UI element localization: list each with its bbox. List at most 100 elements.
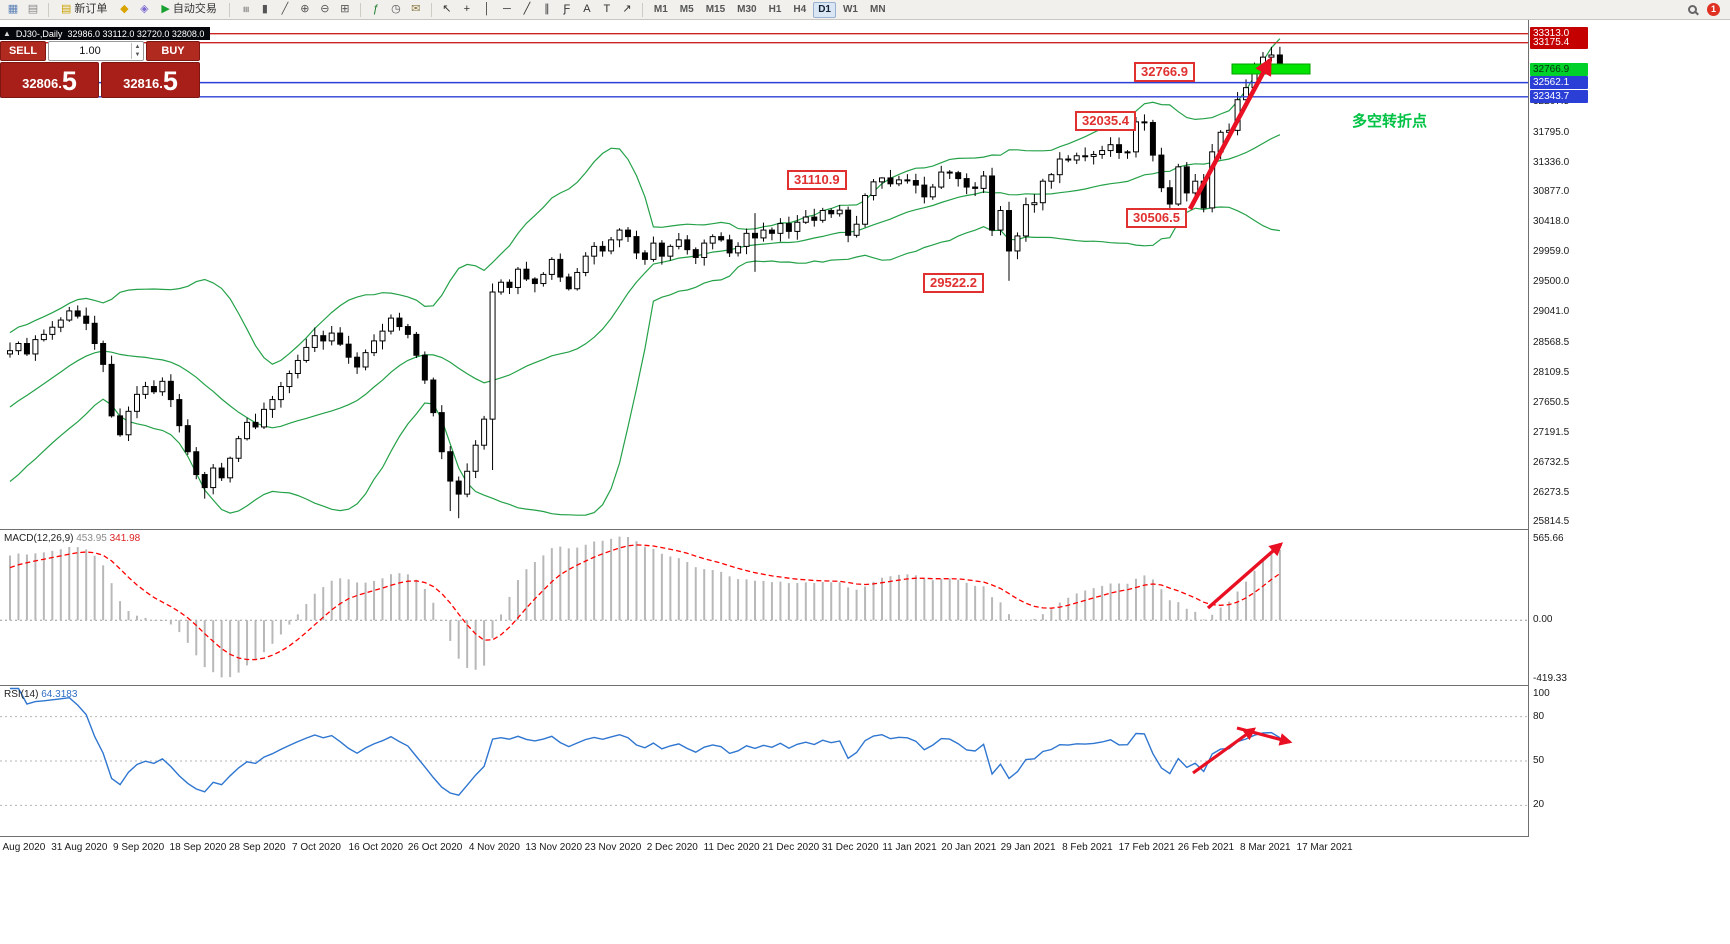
macd-indicator-label: MACD(12,26,9) 453.95 341.98 [4,533,140,544]
candle [413,333,420,356]
price-axis-label: 28109.5 [1533,366,1570,378]
candle [836,209,843,215]
price-axis-label: 29041.0 [1533,306,1570,318]
timeframe-m1-button[interactable]: M1 [653,4,668,15]
arrows-tool-icon[interactable]: ↗ [622,3,632,15]
channel-icon[interactable]: ∥ [544,3,550,15]
search-icon[interactable] [1688,5,1697,14]
candle [895,179,902,185]
candle [692,249,699,258]
price-axis-label: 25814.5 [1533,516,1570,528]
candle [625,229,632,238]
candle [481,418,488,446]
indicators-icon[interactable]: ƒ [372,3,379,15]
buy-price-button[interactable]: 32816. 5 [101,62,200,98]
support-zone [1231,63,1311,75]
macd-panel [0,536,1528,678]
zoom-out-icon[interactable]: ⊖ [320,3,330,15]
timeframe-w1-button[interactable]: W1 [842,4,858,15]
scripts-icon[interactable]: ◈ [140,3,149,15]
candle [955,172,962,180]
fibonacci-icon[interactable]: Ƒ [563,3,571,15]
timeframe-mn-button[interactable]: MN [869,4,886,15]
periods-icon[interactable]: ◷ [391,3,401,15]
volume-field[interactable]: 1.00 ▲ ▼ [48,41,144,61]
macd-value: 453.95 [76,533,107,544]
candle [472,444,479,472]
chart-ohlc-values: 32986.0 33112.0 32720.0 32808.0 [67,28,205,39]
collapse-panel-icon[interactable]: ▲ [3,29,11,38]
candle [565,276,572,290]
volume-value[interactable]: 1.00 [79,45,101,57]
timeframe-m5-button[interactable]: M5 [679,4,694,15]
new-order-button[interactable]: ▤ 新订单 [55,1,113,18]
trendline-icon[interactable]: ╱ [523,3,531,15]
candle [227,457,234,479]
notification-badge[interactable]: 1 [1707,3,1720,16]
templates-icon[interactable]: ✉ [411,3,421,15]
zoom-in-icon[interactable]: ⊕ [300,3,310,15]
vertical-line-icon[interactable]: │ [483,3,491,15]
sell-price-button[interactable]: 32806. 5 [0,62,99,98]
candle [167,380,174,401]
candle [1209,151,1216,209]
chart-window-icon[interactable]: ▦ [7,3,19,15]
candle [1141,121,1148,124]
date-label: 17 Mar 2021 [1296,842,1353,853]
line-chart-type-icon[interactable]: ╱ [281,3,289,15]
candle [396,317,403,328]
main-toolbar: ▦ ▤ ▤ 新订单 ◆ ◈ ▶ 自动交易 ≡ ▮ ╱ ⊕ ⊖ ⊞ ƒ ◷ ✉ ↖ + │ ─ ╱ ∥ Ƒ A T ↗ M1 M5 M15 M… [0,0,1730,20]
candle [108,363,115,417]
candle [464,470,471,495]
candle [1005,210,1012,252]
candle [320,335,327,342]
date-label: 29 Jan 2021 [1000,842,1056,853]
candle [989,175,996,231]
volume-spinner[interactable]: ▲ ▼ [131,43,143,59]
candle [904,179,911,182]
volume-down-icon[interactable]: ▼ [134,52,141,58]
candle [328,332,335,342]
price-axis: 32267.531795.031336.030877.030418.029959… [1529,20,1592,859]
tick-chart-icon[interactable]: ▤ [27,3,39,15]
metaeditor-icon[interactable]: ◆ [120,3,129,15]
timeframe-h4-button[interactable]: H4 [793,4,807,15]
timeframe-d1-button[interactable]: D1 [813,1,836,18]
chart-window: ▲ DJ30-,Daily 32986.0 33112.0 32720.0 32… [0,20,1592,859]
candle [286,373,293,388]
trend-arrow [1236,726,1293,746]
date-label: 11 Dec 2020 [703,842,760,853]
candle [387,317,394,332]
autotrading-button[interactable]: ▶ 自动交易 [155,1,222,18]
candle [997,210,1004,231]
candle [447,451,454,482]
level-lines [0,32,1528,98]
label-icon[interactable]: T [603,3,611,15]
bar-chart-type-icon[interactable]: ≡ [239,6,252,13]
rsi-axis-label: 50 [1533,755,1545,766]
timeframe-h1-button[interactable]: H1 [768,4,782,15]
cursor-icon[interactable]: ↖ [442,3,452,15]
candle [159,380,166,393]
rsi-name: RSI(14) [4,689,39,700]
tile-windows-icon[interactable]: ⊞ [340,3,350,15]
candle [752,232,759,239]
horizontal-line-icon[interactable]: ─ [502,3,511,15]
text-icon[interactable]: A [583,3,591,15]
candle [929,186,936,198]
volume-up-icon[interactable]: ▲ [134,44,141,50]
sell-button[interactable]: SELL [0,41,46,61]
candle [1192,180,1199,194]
buy-button[interactable]: BUY [146,41,200,61]
crosshair-icon[interactable]: + [463,3,471,15]
date-label: 2 Dec 2020 [646,842,698,853]
price-axis-label: 29959.0 [1533,246,1570,258]
candle [176,399,183,427]
candle [83,315,90,324]
autotrading-button-icon: ▶ [161,3,170,15]
candle [641,252,648,260]
candle [523,268,530,280]
timeframe-m30-button[interactable]: M30 [737,4,757,15]
candlestick-chart-type-icon[interactable]: ▮ [261,3,268,15]
timeframe-m15-button[interactable]: M15 [705,4,726,15]
